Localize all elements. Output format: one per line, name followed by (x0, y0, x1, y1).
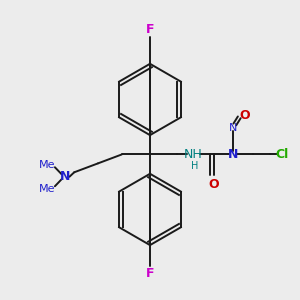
Text: H: H (191, 161, 198, 171)
Text: N: N (229, 123, 237, 133)
Text: Me: Me (39, 160, 56, 170)
Text: NH: NH (184, 148, 202, 161)
Text: N: N (60, 170, 70, 183)
Text: Me: Me (39, 184, 56, 194)
Text: O: O (240, 109, 250, 122)
Text: N: N (228, 148, 238, 161)
Text: F: F (146, 267, 154, 280)
Text: Cl: Cl (276, 148, 289, 161)
Text: F: F (146, 23, 154, 36)
Text: O: O (208, 178, 219, 191)
